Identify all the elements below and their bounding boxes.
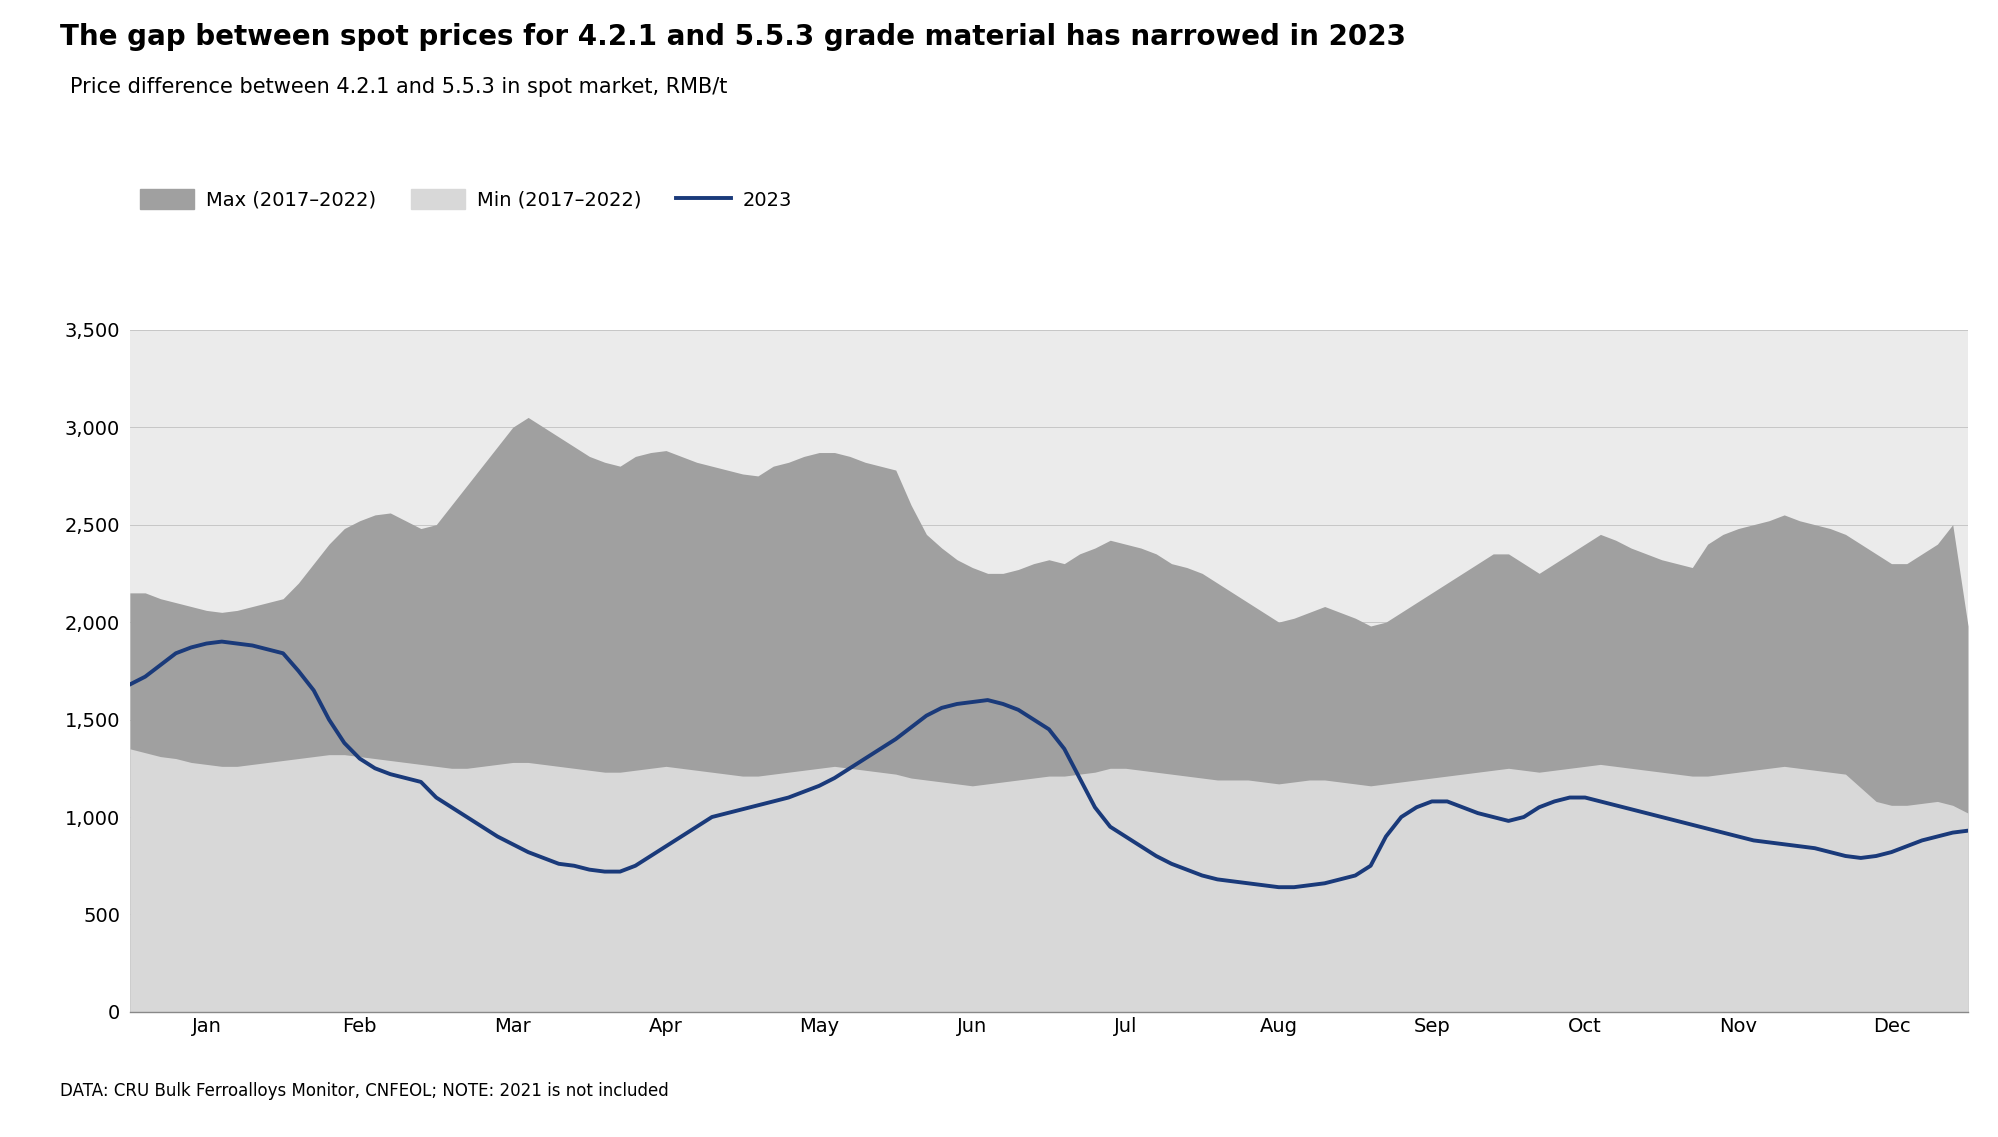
Text: DATA: CRU Bulk Ferroalloys Monitor, CNFEOL; NOTE: 2021 is not included: DATA: CRU Bulk Ferroalloys Monitor, CNFE… <box>60 1082 669 1101</box>
Text: The gap between spot prices for 4.2.1 and 5.5.3 grade material has narrowed in 2: The gap between spot prices for 4.2.1 an… <box>60 23 1407 51</box>
Text: Price difference between 4.2.1 and 5.5.3 in spot market, RMB/t: Price difference between 4.2.1 and 5.5.3… <box>70 76 727 97</box>
Legend: Max (2017–2022), Min (2017–2022), 2023: Max (2017–2022), Min (2017–2022), 2023 <box>140 190 791 210</box>
